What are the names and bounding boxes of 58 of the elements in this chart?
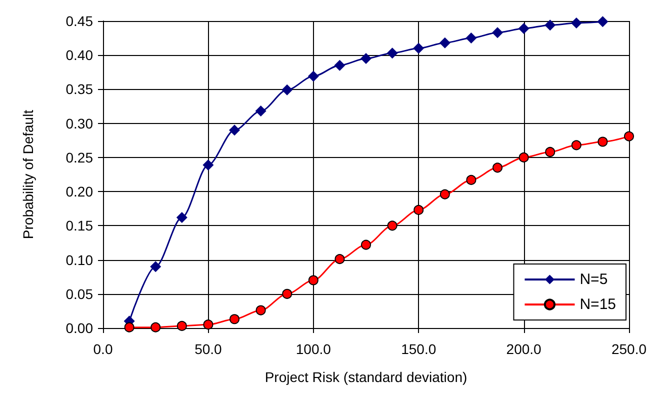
point bbox=[570, 18, 582, 29]
point bbox=[413, 42, 424, 54]
x-tick-label: 50.0 bbox=[194, 341, 222, 357]
y-tick-label: 0.45 bbox=[66, 13, 94, 29]
point bbox=[518, 152, 529, 162]
point bbox=[202, 159, 214, 170]
point bbox=[203, 320, 214, 330]
point bbox=[466, 32, 477, 44]
legend-label: N=15 bbox=[580, 296, 616, 313]
point bbox=[176, 320, 187, 331]
point bbox=[545, 146, 556, 157]
point bbox=[308, 70, 319, 82]
x-tick-label: 100.0 bbox=[296, 341, 332, 357]
y-axis-title: Probability of Default bbox=[20, 110, 36, 240]
point bbox=[150, 322, 161, 332]
point bbox=[571, 140, 582, 150]
y-tick-label: 0.25 bbox=[66, 149, 94, 166]
x-tick-label: 0.0 bbox=[93, 341, 113, 357]
point bbox=[492, 27, 503, 38]
point bbox=[124, 322, 134, 332]
point bbox=[255, 106, 266, 117]
y-tick-label: 0.30 bbox=[66, 115, 94, 132]
x-axis-title: Project Risk (standard deviation) bbox=[264, 369, 468, 385]
point bbox=[440, 189, 450, 200]
point bbox=[230, 314, 240, 324]
y-tick-label: 0.35 bbox=[66, 81, 94, 98]
x-tick-label: 250.0 bbox=[611, 341, 647, 357]
point bbox=[414, 204, 424, 215]
y-tick-label: 0.00 bbox=[66, 320, 94, 336]
point bbox=[466, 174, 476, 185]
point bbox=[386, 48, 398, 59]
point bbox=[361, 240, 371, 250]
point bbox=[518, 23, 530, 34]
y-tick-label: 0.10 bbox=[66, 252, 94, 268]
point bbox=[624, 131, 634, 142]
x-tick-label: 150.0 bbox=[401, 341, 436, 357]
point bbox=[256, 305, 266, 316]
point bbox=[176, 212, 188, 223]
y-tick-label: 0.15 bbox=[66, 218, 94, 234]
point bbox=[282, 288, 292, 299]
y-tick-label: 0.40 bbox=[66, 47, 94, 64]
point bbox=[387, 220, 398, 231]
point bbox=[282, 84, 293, 96]
point bbox=[334, 254, 345, 264]
point bbox=[229, 124, 240, 136]
point bbox=[597, 16, 608, 28]
y-tick-label: 0.05 bbox=[66, 286, 94, 302]
x-tick-label: 200.0 bbox=[506, 341, 542, 357]
point bbox=[334, 60, 346, 71]
point bbox=[544, 20, 556, 31]
point bbox=[360, 53, 372, 64]
point bbox=[598, 136, 608, 147]
point bbox=[492, 162, 502, 173]
legend-label: N=5 bbox=[580, 271, 608, 288]
point bbox=[439, 37, 450, 48]
y-tick-label: 0.20 bbox=[66, 184, 94, 200]
point bbox=[150, 261, 162, 272]
point bbox=[308, 275, 318, 286]
